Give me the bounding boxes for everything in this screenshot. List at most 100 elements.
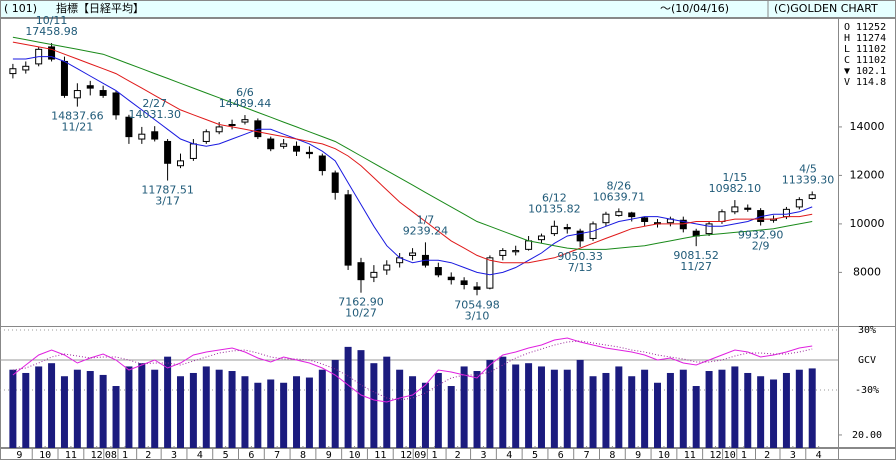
volume-bar [512, 364, 520, 448]
candle-body [138, 133, 146, 140]
y-tick-label: 14000 [850, 120, 885, 133]
volume-bar [486, 359, 494, 448]
candle-body [460, 280, 468, 286]
annotation-date: 6/6 [236, 86, 254, 99]
annotation-date: 11/27 [680, 260, 712, 273]
candle-body [679, 219, 687, 230]
annotation-value: 10639.71 [593, 190, 646, 203]
candle-body [189, 143, 197, 159]
volume-bar [628, 376, 636, 448]
x-tick-label: 11 [684, 450, 696, 460]
candle-body [215, 126, 223, 133]
candle-body [228, 123, 236, 126]
x-tick-label: 09 [414, 450, 426, 460]
info-value: 11102 [856, 55, 886, 66]
volume-bar [550, 369, 558, 448]
volume-bar [795, 369, 803, 448]
x-tick-label: 12 [400, 450, 412, 460]
header-copyright: (C)GOLDEN CHART [774, 2, 878, 15]
x-tick-label: 3 [480, 450, 486, 460]
volume-bar [602, 372, 610, 448]
candle-body [563, 227, 571, 230]
volume-bar [99, 374, 107, 448]
volume-bar [705, 371, 713, 448]
annotation-value: 9239.24 [403, 224, 449, 237]
annotation-value: 9081.52 [673, 249, 719, 262]
y2-tick-label: GCV [858, 355, 876, 366]
x-tick-label: 6 [558, 450, 564, 460]
info-label: L [844, 44, 850, 55]
volume-bar [770, 379, 778, 448]
candle-body [267, 138, 275, 150]
volume-bar [757, 376, 765, 448]
volume-bar [731, 366, 739, 448]
x-tick-label: 7 [274, 450, 280, 460]
annotation-date: 3/10 [465, 309, 490, 322]
annotation-value: 9932.90 [738, 229, 784, 242]
x-tick-label: 1 [122, 450, 128, 460]
x-tick-label: 1 [431, 450, 437, 460]
volume-bar [241, 376, 249, 448]
info-label: H [844, 33, 850, 44]
x-tick-label: 4 [197, 450, 203, 460]
x-tick-label: 10 [724, 450, 736, 460]
x-tick-label: 3 [790, 450, 796, 460]
candle-body [808, 194, 816, 199]
annotation-date: 6/12 [542, 192, 567, 205]
y-tick-label: 20.00 [852, 430, 882, 441]
x-tick-label: 4 [816, 450, 822, 460]
volume-bar [447, 386, 455, 448]
volume-bar [86, 371, 94, 448]
volume-bar [499, 356, 507, 448]
volume-bar [202, 366, 210, 448]
candle-body [486, 257, 494, 289]
candle-body [795, 199, 803, 208]
volume-bar [718, 369, 726, 448]
candle-body [202, 131, 210, 142]
candle-body [537, 235, 545, 241]
candle-body [447, 276, 455, 281]
candle-body [305, 151, 313, 155]
candle-body [9, 68, 17, 75]
candle-body [576, 230, 584, 242]
volume-bar [525, 363, 533, 448]
x-tick-label: 9 [16, 450, 22, 460]
x-tick-label: 10 [39, 450, 51, 460]
x-tick-label: 8 [609, 450, 615, 460]
candle-body [241, 119, 249, 123]
annotation-date: 8/26 [606, 179, 631, 192]
candle-body [318, 155, 326, 172]
candle-body [370, 271, 378, 278]
volume-bar [138, 363, 146, 448]
x-tick-label: 2 [764, 450, 770, 460]
x-tick-label: 9 [326, 450, 332, 460]
volume-bar [35, 366, 43, 448]
volume-bar [151, 369, 159, 448]
info-label: C [844, 55, 850, 66]
x-tick-label: 10 [349, 450, 361, 460]
candle-body [383, 264, 391, 271]
annotation-value: 10982.10 [709, 182, 762, 195]
candle-body [692, 230, 700, 237]
candle-body [176, 160, 184, 167]
volume-bar [48, 363, 56, 448]
candle-body [602, 213, 610, 224]
volume-bar [280, 382, 288, 448]
info-value: 11102 [856, 44, 886, 55]
candle-body [357, 262, 365, 281]
x-tick-label: 5 [532, 450, 538, 460]
volume-bar [537, 366, 545, 448]
volume-bar [176, 376, 184, 448]
candle-body [615, 211, 623, 216]
candle-body [512, 250, 520, 253]
candle-body [280, 143, 288, 147]
x-tick-label: 10 [658, 450, 670, 460]
candle-body [525, 240, 533, 250]
candle-body [125, 116, 133, 138]
candle-body [705, 223, 713, 235]
info-label: ▼ [844, 66, 850, 77]
moving-average [12, 36, 813, 250]
annotation-date: 10/11 [36, 14, 68, 27]
volume-bar [305, 377, 313, 448]
